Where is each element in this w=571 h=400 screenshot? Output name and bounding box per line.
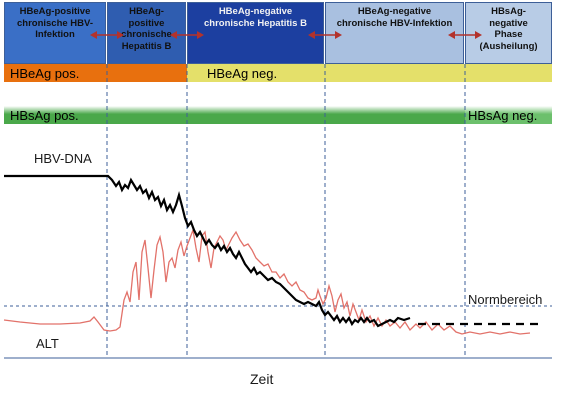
hbsag-negative-label: HBsAg neg. [468, 107, 538, 123]
phase-box-hbsag-negative: HBsAg-negative Phase (Ausheilung) [465, 2, 552, 64]
hbsag-positive-bar: HBsAg pos. [4, 106, 465, 124]
phase-label: HBeAg-positive chronische HBV-Infektion [16, 6, 94, 40]
hbsag-positive-label: HBsAg pos. [10, 107, 79, 123]
normal-range-label: Normbereich [468, 292, 543, 307]
hbv-dna-curve [4, 174, 411, 328]
phase-box-hbeag-negative-hepatitis: HBeAg-negative chronische Hepatitis B [187, 2, 324, 64]
hbeag-positive-label: HBeAg pos. [10, 65, 80, 81]
x-axis-label: Zeit [250, 371, 274, 387]
phase-label: HBsAg-negative Phase (Ausheilung) [479, 6, 538, 52]
phase-transition-arrow [170, 31, 204, 39]
phase-transition-arrow [90, 31, 124, 39]
phase-box-hbeag-positive-infection: HBeAg-positive chronische HBV-Infektion [4, 2, 106, 64]
phase-label: HBeAg-negative chronische HBV-Infektion [336, 6, 453, 29]
phase-box-hbeag-negative-infection: HBeAg-negative chronische HBV-Infektion [325, 2, 464, 64]
phase-label: HBeAg-negative chronische Hepatitis B [204, 6, 307, 29]
hbv-dna-label: HBV-DNA [34, 151, 92, 166]
hbsag-negative-bar: HBsAg neg. [465, 106, 552, 124]
alt-curve [3, 227, 531, 335]
alt-label: ALT [36, 336, 59, 351]
phase-label: HBeAg-positive chronische Hepatitis B [121, 6, 172, 52]
hbeag-positive-bar: HBeAg pos. [4, 64, 187, 82]
phase-transition-arrow [448, 31, 482, 39]
phase-transition-arrow [308, 31, 342, 39]
hbeag-negative-label: HBeAg neg. [207, 65, 278, 81]
hbeag-negative-bar: HBeAg neg. [187, 64, 552, 82]
